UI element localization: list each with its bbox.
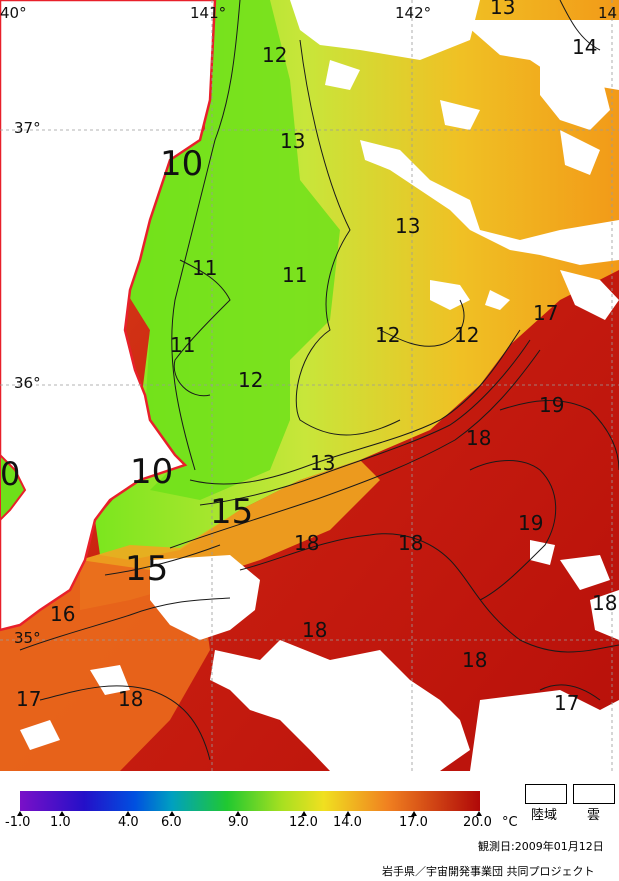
scale-tick: 17.0 bbox=[399, 815, 428, 830]
scale-tick: 6.0 bbox=[161, 815, 182, 830]
contour-label: 12 bbox=[238, 368, 263, 392]
scale-tick: 12.0 bbox=[289, 815, 318, 830]
color-scale-bar bbox=[17, 791, 482, 816]
contour-label: 18 bbox=[398, 531, 423, 555]
contour-label: 18 bbox=[302, 618, 327, 642]
isotherm-labels: 12 13 13 14 10 13 11 11 11 12 12 12 17 1… bbox=[0, 0, 617, 715]
cloud-swatch bbox=[573, 784, 615, 804]
isotherm-lines bbox=[19, 0, 619, 761]
credit-line: 岩手県／宇宙開発事業団 共同プロジェクト bbox=[382, 865, 595, 878]
land-honshu bbox=[0, 0, 217, 632]
contour-label: 17 bbox=[554, 691, 579, 715]
lat-label-37: 37° bbox=[14, 119, 41, 137]
observation-date: 観測日:2009年01月12日 bbox=[478, 840, 604, 853]
contour-label: 18 bbox=[118, 687, 143, 711]
contour-label: 12 bbox=[262, 43, 287, 67]
contour-label: 11 bbox=[282, 263, 307, 287]
contour-label: 11 bbox=[170, 333, 195, 357]
contour-label: 18 bbox=[294, 531, 319, 555]
contour-label: 15 bbox=[125, 549, 168, 589]
contour-label: 13 bbox=[395, 214, 420, 238]
land-swatch bbox=[525, 784, 567, 804]
scale-unit: °C bbox=[502, 815, 518, 830]
contour-label: 10 bbox=[130, 452, 173, 492]
lon-label-143: 14 bbox=[598, 4, 617, 22]
scale-tick: 9.0 bbox=[228, 815, 249, 830]
lon-label-141: 141° bbox=[190, 4, 226, 22]
contour-label: 12 bbox=[375, 323, 400, 347]
contour-label: 13 bbox=[280, 129, 305, 153]
cloud-patches bbox=[20, 0, 619, 771]
contour-label: 0 bbox=[0, 455, 20, 493]
scale-tick: 20.0 bbox=[463, 815, 492, 830]
contour-label: 13 bbox=[310, 451, 335, 475]
lon-label-142: 142° bbox=[395, 4, 431, 22]
contour-label: 16 bbox=[50, 602, 75, 626]
ocean-coastal-green bbox=[125, 0, 340, 500]
contour-label: 17 bbox=[533, 301, 558, 325]
contour-label: 15 bbox=[210, 492, 253, 532]
graticule bbox=[0, 0, 619, 771]
contour-label: 11 bbox=[192, 256, 217, 280]
sst-map: 40° 141° 142° 14 37° 36° 35° 12 13 13 14… bbox=[0, 0, 619, 771]
scale-tick: 4.0 bbox=[118, 815, 139, 830]
lon-label-140: 40° bbox=[0, 4, 27, 22]
scale-tick: 1.0 bbox=[50, 815, 71, 830]
lat-label-35: 35° bbox=[14, 629, 41, 647]
ocean-southwest bbox=[0, 560, 210, 771]
contour-label: 18 bbox=[462, 648, 487, 672]
contour-label: 10 bbox=[160, 144, 203, 184]
scale-tick: 14.0 bbox=[333, 815, 362, 830]
land-label: 陸域 bbox=[531, 808, 558, 823]
land-peninsula bbox=[0, 453, 27, 522]
legend: -1.0 1.0 4.0 6.0 9.0 12.0 14.0 17.0 20.0… bbox=[0, 771, 619, 881]
contour-label: 19 bbox=[539, 393, 564, 417]
contour-label: 19 bbox=[518, 511, 543, 535]
contour-label: 18 bbox=[592, 591, 617, 615]
contour-label: 14 bbox=[572, 35, 597, 59]
lat-label-36: 36° bbox=[14, 374, 41, 392]
contour-label: 13 bbox=[490, 0, 515, 19]
cloud-label: 雲 bbox=[587, 808, 601, 823]
contour-label: 18 bbox=[466, 426, 491, 450]
contour-label: 17 bbox=[16, 687, 41, 711]
scale-tick: -1.0 bbox=[5, 815, 31, 830]
contour-label: 12 bbox=[454, 323, 479, 347]
